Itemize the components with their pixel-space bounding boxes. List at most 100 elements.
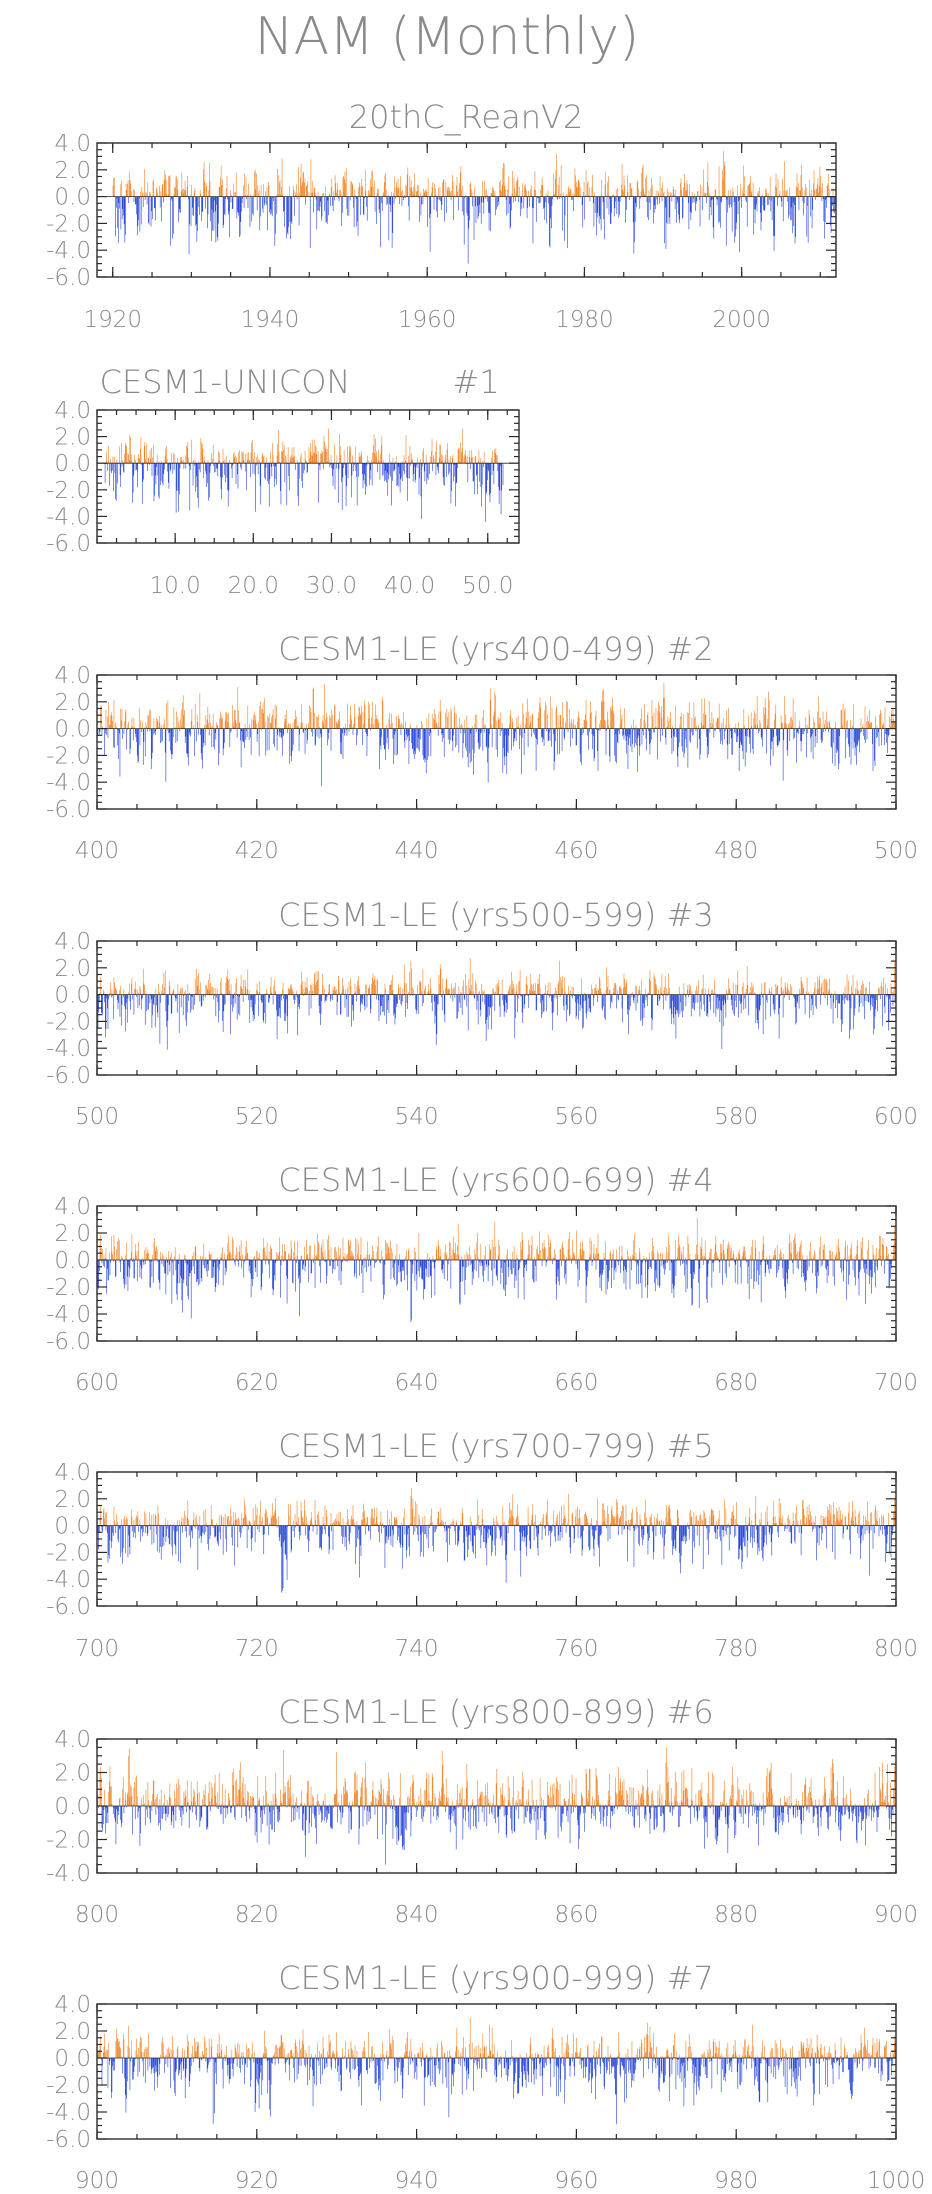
bar <box>399 196 400 204</box>
bar <box>378 460 380 464</box>
bar <box>625 196 627 199</box>
bar <box>236 457 237 464</box>
bar <box>243 185 244 197</box>
bar <box>512 980 514 995</box>
bar <box>640 718 641 729</box>
bar <box>629 994 630 1011</box>
bar <box>194 703 196 729</box>
bar <box>273 463 275 467</box>
bar <box>242 1254 243 1260</box>
bar <box>474 456 476 464</box>
bar <box>278 994 280 1017</box>
bar <box>680 994 682 1012</box>
bar <box>168 1260 170 1265</box>
bar <box>340 1260 342 1285</box>
bar <box>143 463 144 480</box>
bar <box>569 994 570 1017</box>
bar <box>125 196 126 235</box>
bar <box>177 983 179 995</box>
bar <box>286 994 288 1017</box>
bar <box>555 728 556 742</box>
bar <box>351 184 353 197</box>
bar <box>104 463 106 483</box>
bar <box>765 994 767 1020</box>
bar <box>538 712 540 729</box>
bar <box>215 196 217 243</box>
bar <box>491 994 493 1007</box>
bar <box>495 196 496 216</box>
bar <box>811 728 813 737</box>
bar <box>224 720 226 729</box>
bar <box>882 724 883 729</box>
bar <box>773 196 775 252</box>
bar <box>453 988 454 995</box>
bar <box>357 196 359 236</box>
bar <box>506 994 508 1003</box>
bar <box>262 708 263 729</box>
bar <box>402 724 404 729</box>
bar <box>657 710 659 729</box>
bar <box>251 1260 253 1279</box>
bar <box>361 994 362 1003</box>
bar <box>816 728 818 744</box>
bar <box>661 196 663 202</box>
bar <box>299 728 301 735</box>
bar <box>113 177 114 197</box>
bar <box>124 196 126 243</box>
bar <box>160 1251 161 1260</box>
bar <box>699 196 701 227</box>
bar <box>333 191 335 197</box>
bar <box>266 196 267 206</box>
bar <box>607 987 608 995</box>
bar <box>475 983 477 995</box>
bar <box>880 986 882 995</box>
bar <box>298 728 300 752</box>
bar <box>795 196 796 238</box>
bar <box>878 994 880 996</box>
bar <box>239 196 241 236</box>
bar <box>228 196 229 215</box>
bar <box>298 725 299 729</box>
bar <box>419 463 420 478</box>
bar <box>507 728 508 752</box>
bar <box>880 713 882 729</box>
bar <box>642 994 644 1004</box>
bar <box>261 455 263 464</box>
bar <box>421 721 422 729</box>
bar <box>578 711 579 729</box>
bar <box>289 1260 291 1261</box>
bar <box>852 725 853 729</box>
bar <box>358 463 359 477</box>
bar <box>343 727 344 729</box>
bar <box>545 993 547 995</box>
bar <box>549 728 550 732</box>
bar <box>708 186 709 197</box>
bar <box>757 192 758 197</box>
bar <box>433 455 434 464</box>
bar <box>229 1249 231 1260</box>
bar <box>774 994 775 1014</box>
bar <box>319 463 320 466</box>
bar <box>457 191 458 197</box>
bar <box>615 728 617 735</box>
bar <box>332 196 334 212</box>
bar <box>367 1241 368 1260</box>
bar <box>234 1260 235 1263</box>
bar <box>407 463 409 479</box>
bar <box>278 1251 280 1260</box>
bar <box>330 187 332 197</box>
bar <box>287 1260 289 1279</box>
bar <box>197 196 199 207</box>
bar <box>501 993 502 995</box>
bar <box>224 1260 226 1276</box>
bar <box>188 196 190 255</box>
bar <box>750 992 752 995</box>
bar <box>602 196 604 203</box>
bar <box>751 190 753 197</box>
bar <box>648 728 649 732</box>
bar <box>121 443 122 464</box>
bar <box>288 723 289 729</box>
bar <box>120 463 122 487</box>
bar <box>728 196 730 205</box>
bar <box>246 989 248 995</box>
